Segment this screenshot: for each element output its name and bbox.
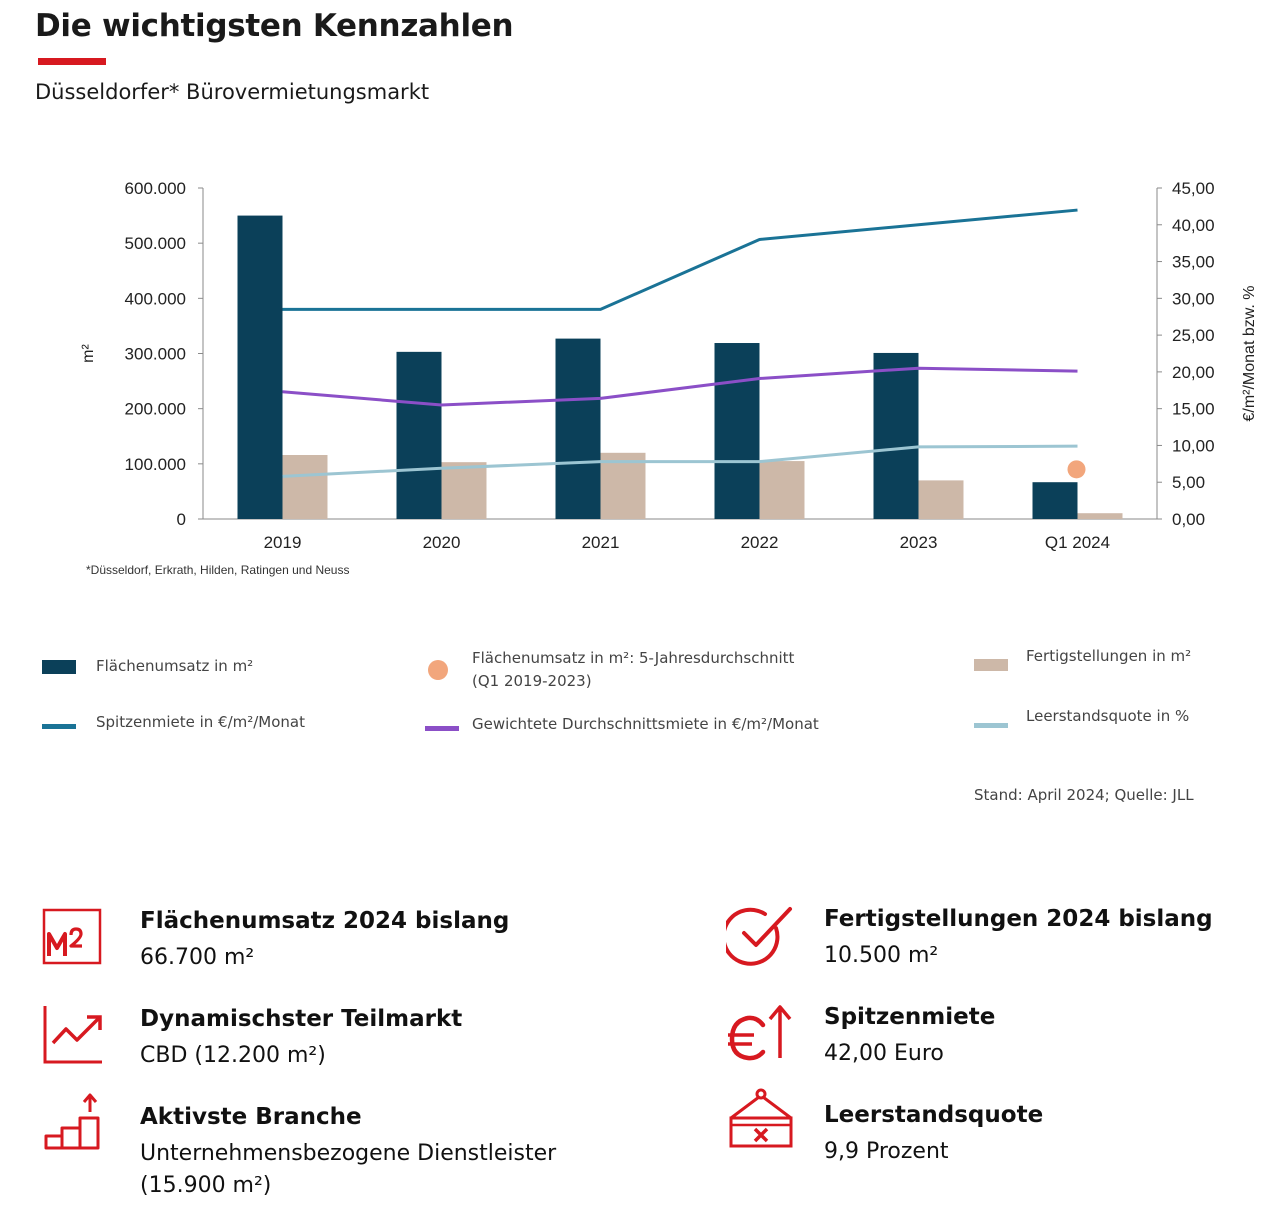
kpi-sector: Aktivste Branche Unternehmensbezogene Di… bbox=[42, 1093, 602, 1204]
source-note: Stand: April 2024; Quelle: JLL bbox=[974, 786, 1194, 804]
m2-icon bbox=[42, 908, 102, 965]
kpi-title: Spitzenmiete bbox=[824, 1004, 996, 1030]
bar-completions bbox=[759, 461, 805, 519]
page-title: Die wichtigsten Kennzahlen bbox=[35, 8, 514, 44]
vacancy-sign-icon bbox=[729, 1088, 793, 1148]
legend-swatch-average-dot bbox=[428, 660, 448, 680]
kpi-vacancy: Leerstandsquote 9,9 Prozent bbox=[726, 1088, 1280, 1172]
right-tick-label: 40,00 bbox=[1172, 216, 1215, 235]
series-line-weighted-rent bbox=[282, 366, 1078, 407]
right-tick-label: 10,00 bbox=[1172, 436, 1215, 455]
legend-item-prime-rent: Spitzenmiete in €/m²/Monat bbox=[42, 711, 305, 734]
legend-item-five-year-average: Flächenumsatz in m²: 5-Jahresdurchschnit… bbox=[425, 647, 794, 693]
kpi-title: Leerstandsquote bbox=[824, 1102, 1044, 1128]
legend-item-weighted-rent: Gewichtete Durchschnittsmiete in €/m²/Mo… bbox=[425, 713, 819, 736]
left-tick-label: 500.000 bbox=[125, 234, 186, 253]
x-tick-label: 2021 bbox=[582, 533, 620, 552]
bar-completions bbox=[918, 480, 964, 519]
legend-label: Flächenumsatz in m² bbox=[96, 657, 254, 675]
bar-turnover bbox=[714, 343, 760, 519]
left-axis-label: m² bbox=[80, 344, 97, 363]
right-tick-label: 35,00 bbox=[1172, 253, 1215, 272]
legend-swatch-completions bbox=[974, 659, 1008, 671]
kpi-value: 42,00 Euro bbox=[824, 1041, 944, 1066]
bar-completions bbox=[1077, 513, 1123, 519]
bar-turnover bbox=[873, 352, 919, 519]
left-tick-label: 0 bbox=[177, 510, 186, 529]
legend-label: Fertigstellungen in m² bbox=[1026, 647, 1192, 665]
kpi-turnover: Flächenumsatz 2024 bislang 66.700 m² bbox=[42, 908, 602, 978]
page-subtitle: Düsseldorfer* Bürovermietungsmarkt bbox=[35, 80, 430, 104]
bar-turnover bbox=[396, 351, 442, 519]
bar-completions bbox=[441, 462, 487, 519]
bar-turnover bbox=[1032, 482, 1078, 519]
right-axis-label: €/m²/Monat bzw. % bbox=[1241, 285, 1258, 421]
kpi-value: 9,9 Prozent bbox=[824, 1139, 949, 1164]
bar-turnover bbox=[237, 215, 283, 520]
kpi-value: Unternehmensbezogene Dienstleister (15.9… bbox=[140, 1141, 557, 1198]
kpi-value: 66.700 m² bbox=[140, 945, 255, 970]
right-tick-label: 0,00 bbox=[1172, 510, 1205, 529]
kpi-title: Fertigstellungen 2024 bislang bbox=[824, 906, 1213, 932]
legend-item-vacancy: Leerstandsquote in % bbox=[974, 705, 1189, 733]
left-tick-label: 400.000 bbox=[125, 289, 186, 308]
right-tick-label: 15,00 bbox=[1172, 400, 1215, 419]
left-tick-label: 600.000 bbox=[125, 179, 186, 198]
series-line-vacancy bbox=[282, 444, 1078, 478]
legend-item-turnover: Flächenumsatz in m² bbox=[42, 655, 253, 678]
x-tick-label: 2023 bbox=[900, 533, 938, 552]
legend-item-completions: Fertigstellungen in m² bbox=[974, 645, 1191, 673]
bar-completions bbox=[600, 452, 646, 519]
kpi-submarket: Dynamischster Teilmarkt CBD (12.200 m²) bbox=[42, 1006, 602, 1076]
legend-label: Spitzenmiete in €/m²/Monat bbox=[96, 713, 306, 731]
euro-up-icon bbox=[728, 1005, 792, 1061]
kpi-title: Aktivste Branche bbox=[140, 1104, 362, 1130]
kpi-title: Dynamischster Teilmarkt bbox=[140, 1006, 463, 1032]
kpi-prime-rent: Spitzenmiete 42,00 Euro bbox=[726, 1004, 1280, 1074]
kpi-title: Flächenumsatz 2024 bislang bbox=[140, 908, 510, 934]
legend-swatch-vacancy bbox=[974, 723, 1008, 728]
chart-footnote: *Düsseldorf, Erkrath, Hilden, Ratingen u… bbox=[86, 563, 350, 577]
legend-swatch-turnover bbox=[42, 660, 76, 674]
legend-swatch-prime-rent bbox=[42, 724, 76, 729]
kpi-value: CBD (12.200 m²) bbox=[140, 1043, 326, 1068]
x-tick-label: 2022 bbox=[741, 533, 779, 552]
legend-label: Leerstandsquote in % bbox=[1026, 707, 1190, 725]
series-line-prime-rent bbox=[282, 208, 1078, 311]
right-tick-label: 45,00 bbox=[1172, 179, 1215, 198]
x-tick-label: 2019 bbox=[264, 533, 302, 552]
bar-turnover bbox=[555, 338, 601, 519]
x-tick-label: Q1 2024 bbox=[1045, 533, 1110, 552]
right-tick-label: 25,00 bbox=[1172, 326, 1215, 345]
right-tick-label: 30,00 bbox=[1172, 289, 1215, 308]
x-tick-label: 2020 bbox=[423, 533, 461, 552]
trend-chart-icon bbox=[43, 1006, 102, 1064]
bar-completions bbox=[282, 455, 328, 519]
right-tick-label: 20,00 bbox=[1172, 363, 1215, 382]
stairs-up-icon bbox=[44, 1093, 100, 1150]
title-underline bbox=[38, 58, 106, 65]
right-tick-label: 5,00 bbox=[1172, 473, 1205, 492]
kpi-completions: Fertigstellungen 2024 bislang 10.500 m² bbox=[726, 906, 1280, 976]
left-tick-label: 200.000 bbox=[125, 400, 186, 419]
legend-label: Flächenumsatz in m²: 5-Jahresdurchschnit… bbox=[472, 649, 795, 690]
combo-chart: 0 100.000 200.000 300.000 400.000 500.000 600.… bbox=[80, 179, 1258, 552]
kpi-value: 10.500 m² bbox=[824, 943, 939, 968]
checkmark-icon bbox=[726, 907, 792, 966]
five-year-average-point bbox=[1067, 460, 1086, 479]
legend-swatch-weighted-rent bbox=[425, 726, 459, 731]
left-tick-label: 300.000 bbox=[125, 345, 186, 364]
legend-label: Gewichtete Durchschnittsmiete in €/m²/Mo… bbox=[472, 715, 819, 733]
left-tick-label: 100.000 bbox=[125, 455, 186, 474]
